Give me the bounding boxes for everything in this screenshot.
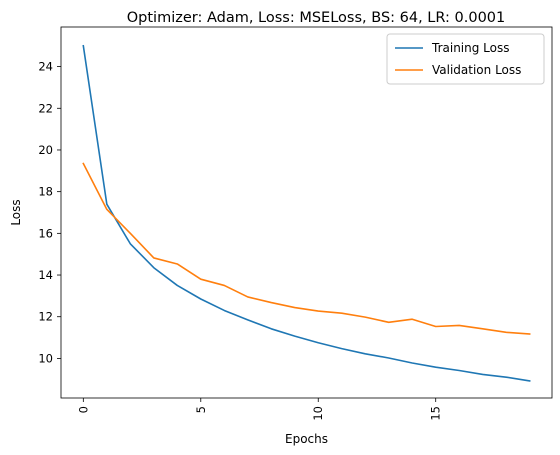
y-axis-label: Loss [9,199,23,225]
series-lines [82,44,531,382]
legend-label: Training Loss [431,41,509,55]
y-tick-label: 22 [38,101,53,115]
chart-title: Optimizer: Adam, Loss: MSELoss, BS: 64, … [127,10,506,26]
y-tick-label: 24 [38,60,53,74]
legend-box [386,33,545,85]
x-tick-label: 0 [76,406,90,413]
y-tick-label: 20 [38,143,53,157]
ticks-layer: 0 5 10 15 10 12 14 16 18 20 22 24 [38,60,442,421]
series-line-0 [82,44,531,382]
x-tick-label: 10 [311,406,325,421]
x-tick-label: 15 [429,406,443,421]
y-tick-label: 12 [38,310,53,324]
series-line-1 [82,162,531,335]
x-axis-label: Epochs [285,432,328,446]
plot-frame [60,26,553,399]
y-tick-label: 10 [38,351,53,365]
x-tick-label: 5 [194,406,208,413]
legend: Training Loss Validation Loss [386,33,545,85]
legend-label: Validation Loss [432,63,521,77]
y-tick-label: 16 [38,226,53,240]
y-tick-label: 14 [38,268,53,282]
y-tick-label: 18 [38,185,53,199]
